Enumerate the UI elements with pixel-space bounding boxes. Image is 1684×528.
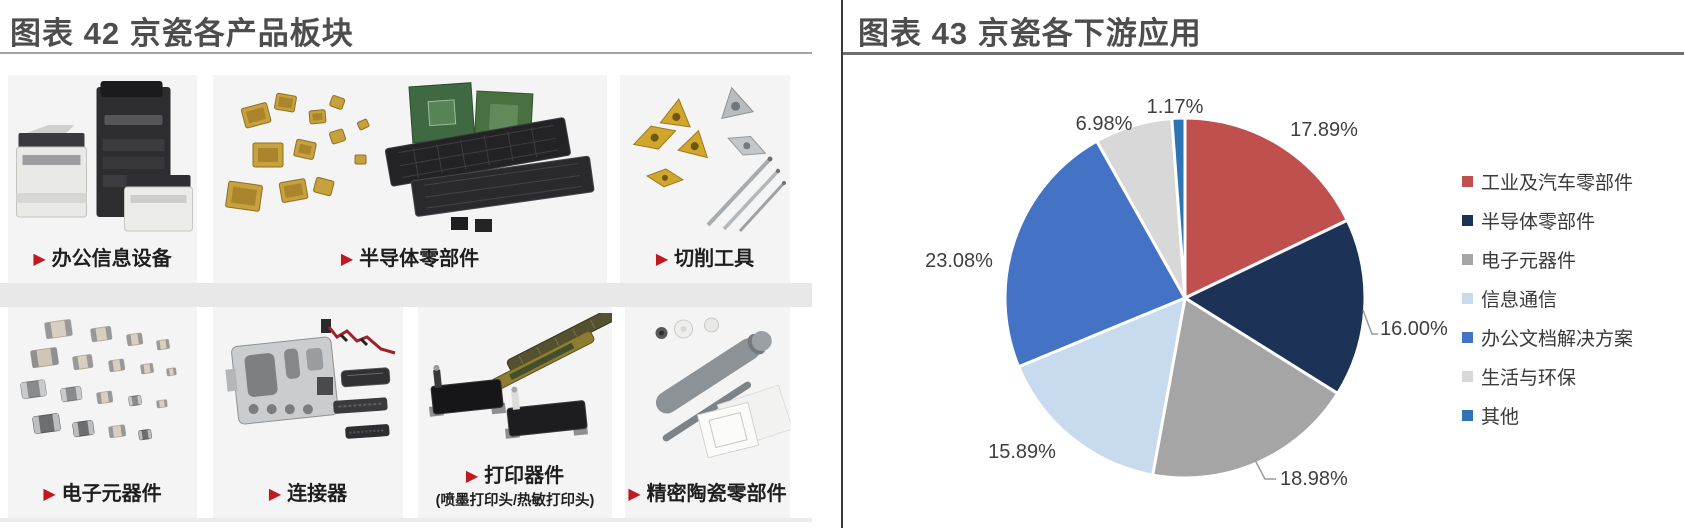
figure-42-title: 图表 42 京瓷各产品板块 — [10, 16, 354, 51]
red-triangle-bullet: ▶ — [628, 486, 641, 503]
legend-swatch — [1462, 176, 1473, 187]
legend-label: 办公文档解决方案 — [1481, 329, 1634, 350]
product-label: ▶ 切削工具 — [620, 242, 790, 271]
product-label-text: 精密陶瓷零部件 — [646, 483, 787, 505]
ceramic-parts-image — [655, 317, 790, 459]
figure-43-title: 图表 43 京瓷各下游应用 — [858, 16, 1202, 51]
pie-slice-2 — [1151, 296, 1340, 480]
legend-label: 半导体零部件 — [1481, 212, 1596, 233]
legend-label: 电子元器件 — [1481, 251, 1577, 272]
pie-slice-1 — [1183, 218, 1367, 395]
red-triangle-bullet: ▶ — [268, 486, 282, 503]
product-label: ▶ 打印器件 — [418, 459, 612, 488]
legend-label: 其他 — [1481, 407, 1520, 428]
product-grid-bottom-strip — [0, 518, 812, 522]
legend-item: 生活与环保 — [1462, 357, 1633, 396]
pie-data-label: 15.89% — [988, 441, 1056, 463]
legend-label: 工业及汽车零部件 — [1481, 173, 1634, 194]
figure-42-title-underline — [0, 52, 812, 54]
connectors-image — [225, 319, 396, 439]
product-label-text: 办公信息设备 — [51, 248, 172, 270]
legend-label: 信息通信 — [1481, 290, 1558, 311]
pie-slice-6 — [1170, 116, 1187, 300]
legend-item: 半导体零部件 — [1462, 201, 1633, 240]
product-cell-printing-devices: ▶ 打印器件 (喷墨打印头/热敏打印头) — [418, 307, 612, 518]
pie-legend: 工业及汽车零部件 半导体零部件 电子元器件信息通信办公文档解决方案 生活与环保其他 — [1462, 162, 1633, 435]
pie-slice-3 — [1017, 296, 1187, 477]
pie-data-label: 23.08% — [925, 250, 993, 272]
pie-slice-4 — [1003, 139, 1187, 369]
legend-swatch — [1462, 215, 1473, 226]
product-grid-row-separator — [0, 283, 812, 307]
pie-data-label: 18.98% — [1280, 468, 1348, 490]
legend-label: 生活与环保 — [1481, 368, 1577, 389]
pie-data-label: 16.00% — [1380, 318, 1448, 340]
product-label: ▶ 半导体零部件 — [213, 242, 607, 271]
red-triangle-bullet: ▶ — [340, 251, 354, 268]
legend-swatch — [1462, 254, 1473, 265]
legend-swatch — [1462, 293, 1473, 304]
pie-data-label: 17.89% — [1290, 119, 1358, 141]
product-cell-connectors: ▶ 连接器 — [213, 307, 403, 518]
product-cell-cutting-tools: ▶ 切削工具 — [620, 75, 790, 283]
legend-swatch — [1462, 371, 1473, 382]
product-label: ▶ 连接器 — [213, 477, 403, 506]
product-cell-semiconductor-parts: ▶ 半导体零部件 — [213, 75, 607, 283]
panel-divider-line — [841, 0, 843, 528]
legend-swatch — [1462, 332, 1473, 343]
red-triangle-bullet: ▶ — [33, 251, 46, 268]
product-cell-electronic-components: ▶ 电子元器件 — [8, 307, 197, 518]
product-label-text: 切削工具 — [674, 248, 755, 270]
electronic-components-image — [19, 319, 177, 441]
office-equipment-image — [15, 81, 193, 232]
legend-item: 办公文档解决方案 — [1462, 318, 1633, 357]
product-cell-ceramic-parts: ▶ 精密陶瓷零部件 — [625, 307, 790, 518]
semiconductor-parts-image — [225, 82, 595, 232]
red-triangle-bullet: ▶ — [43, 486, 56, 503]
legend-swatch — [1462, 410, 1473, 421]
legend-item: 其他 — [1462, 396, 1633, 435]
pie-label-leader-line — [1362, 309, 1378, 335]
downstream-pie-chart: 17.89% 16.00% 18.98% 15.89% 23.08% 6.98% 1.17% — [925, 96, 1448, 490]
red-triangle-bullet: ▶ — [465, 468, 479, 485]
legend-item: 信息通信 — [1462, 279, 1633, 318]
product-cell-office-equipment: ▶ 办公信息设备 — [8, 75, 197, 283]
pie-data-label: 1.17% — [1147, 96, 1204, 118]
product-label: ▶ 办公信息设备 — [8, 242, 197, 271]
product-label-text: 连接器 — [287, 483, 348, 505]
red-triangle-bullet: ▶ — [655, 251, 669, 268]
cutting-tools-image — [632, 86, 786, 233]
product-label-text: 打印器件 — [484, 465, 565, 487]
pie-label-leader-line — [1254, 459, 1276, 480]
product-sublabel-text: (喷墨打印头/热敏打印头) — [435, 493, 595, 509]
product-label: ▶ 电子元器件 — [8, 477, 197, 506]
legend-item: 工业及汽车零部件 — [1462, 162, 1633, 201]
downstream-applications-chart: 17.89% 16.00% 18.98% 15.89% 23.08% 6.98% 1.17%… — [843, 60, 1684, 528]
product-label: ▶ 精密陶瓷零部件 — [625, 477, 790, 506]
pie-slice-0 — [1183, 116, 1349, 300]
product-label-text: 电子元器件 — [61, 483, 162, 505]
pie-data-label: 6.98% — [1076, 113, 1133, 135]
printing-devices-image — [428, 313, 612, 439]
product-label-text: 半导体零部件 — [359, 248, 480, 270]
legend-item: 电子元器件 — [1462, 240, 1633, 279]
figure-43-title-underline — [843, 52, 1684, 55]
